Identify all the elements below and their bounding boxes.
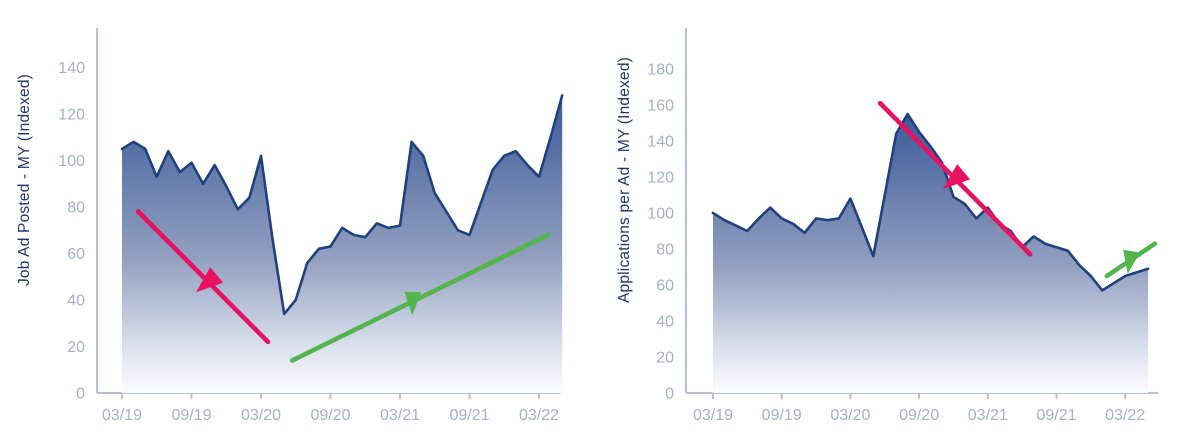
y-tick-label: 60: [656, 278, 674, 295]
y-tick-label: 80: [656, 242, 674, 259]
y-tick-label: 140: [58, 60, 85, 77]
y-tick-label: 0: [76, 386, 85, 403]
job-ads-posted-chart: 0 20 40 60 80 100 120 140 03/19 09/19 03/20 09/20 03…: [58, 28, 564, 424]
y-tick-label: 40: [656, 314, 674, 331]
applications-per-ad-chart: 0 20 40 60 80 100 120 140 160 180 03/19 09/19 03/20 0…: [647, 28, 1158, 424]
y-tick-label: 160: [647, 98, 674, 115]
downtrend-arrow-pink: [135, 209, 271, 345]
y-tick-label: 100: [647, 206, 674, 223]
uptrend-arrow-shaft: [289, 232, 551, 363]
series-line: [120, 94, 564, 316]
y-tick-label: 60: [67, 246, 85, 263]
uptrend-arrow-green: [1104, 241, 1158, 279]
y-tick-label: 0: [665, 386, 674, 403]
y-tick-label: 140: [647, 134, 674, 151]
y-tick-label: 120: [58, 107, 85, 124]
downtrend-arrow-head: [942, 164, 971, 190]
x-tick-label: 03/20: [830, 407, 870, 424]
x-tick-label: 03/19: [693, 407, 733, 424]
x-tick-label: 03/22: [1105, 407, 1145, 424]
job-ads-posted-chart-panel: Job Ad Posted - MY (Indexed) 0 20 40 60 80 10…: [16, 28, 564, 424]
y-tick-label: 20: [656, 350, 674, 367]
y-tick-label: 120: [647, 170, 674, 187]
series-line: [711, 112, 1150, 292]
downtrend-arrow-head: [196, 267, 224, 293]
applications-per-ad-chart-panel: Applications per Ad - MY (Indexed) 0 20 40…: [600, 0, 1200, 443]
uptrend-arrow-head: [1123, 249, 1140, 274]
x-tick-label: 03/21: [380, 407, 420, 424]
y-tick-label: 180: [647, 62, 674, 79]
uptrend-arrow-green: [289, 232, 551, 363]
x-tick-label: 09/21: [1036, 407, 1076, 424]
x-tick-label: 09/19: [171, 407, 211, 424]
area-fill: [713, 114, 1149, 393]
x-tick-label: 09/21: [449, 407, 489, 424]
x-tick-label: 03/19: [102, 407, 142, 424]
x-tick-label: 09/20: [899, 407, 939, 424]
x-tick-label: 09/19: [762, 407, 802, 424]
x-tick-label: 09/20: [310, 407, 350, 424]
downtrend-arrow-pink: [877, 100, 1033, 257]
y-tick-label: 40: [67, 293, 85, 310]
area-fill: [122, 95, 563, 394]
y-tick-label: 20: [67, 339, 85, 356]
x-tick-label: 03/21: [968, 407, 1008, 424]
x-tick-label: 03/20: [241, 407, 281, 424]
downtrend-arrow-shaft: [135, 209, 271, 345]
y-tick-label: 80: [67, 200, 85, 217]
x-tick-label: 03/22: [519, 407, 559, 424]
uptrend-arrow-head: [404, 291, 422, 315]
y-tick-label: 100: [58, 153, 85, 170]
